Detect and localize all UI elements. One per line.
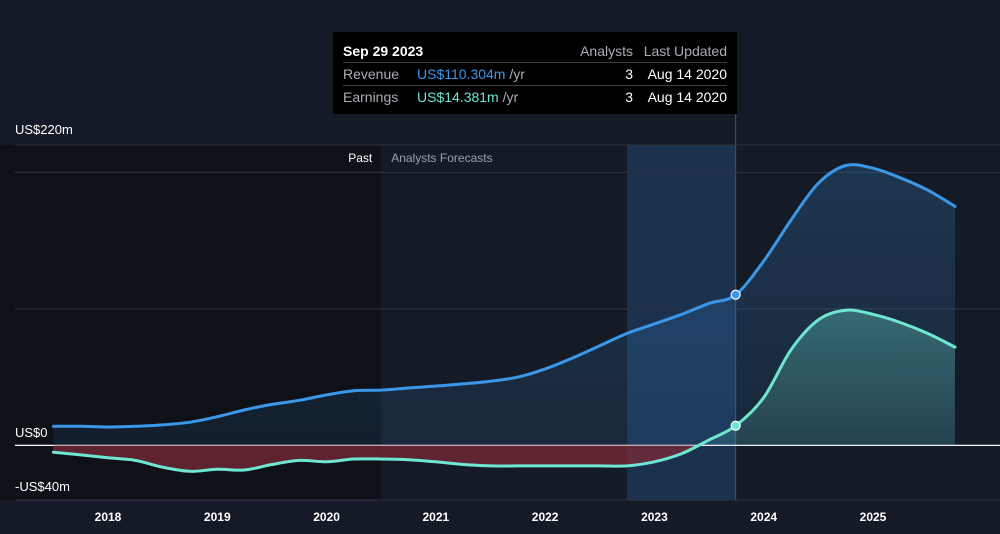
earnings-negative-area bbox=[53, 445, 955, 472]
x-tick-2019: 2019 bbox=[204, 510, 231, 524]
tooltip-row-revenue: Revenue US$110.304m /yr 3 Aug 14 2020 bbox=[343, 62, 727, 85]
tooltip-revenue-value: US$110.304m bbox=[417, 66, 506, 82]
x-tick-2025: 2025 bbox=[860, 510, 887, 524]
tooltip-col-analysts: Analysts bbox=[580, 43, 633, 59]
tooltip-date: Sep 29 2023 bbox=[343, 43, 424, 59]
tooltip-col-last-updated: Last Updated bbox=[643, 43, 727, 59]
x-tick-2022: 2022 bbox=[532, 510, 559, 524]
earnings-point bbox=[730, 420, 741, 431]
x-tick-2020: 2020 bbox=[313, 510, 340, 524]
tooltip-revenue-analysts: 3 bbox=[625, 66, 633, 82]
tooltip-earnings-analysts: 3 bbox=[625, 89, 633, 105]
tooltip-revenue-updated: Aug 14 2020 bbox=[647, 66, 727, 82]
earnings-line bbox=[51, 308, 957, 473]
tooltip: Sep 29 2023 Analysts Last Updated Revenu… bbox=[333, 32, 737, 114]
y-label-top: US$220m bbox=[15, 122, 73, 137]
past-label: Past bbox=[348, 151, 373, 165]
tooltip-row-earnings: Earnings US$14.381m /yr 3 Aug 14 2020 bbox=[343, 85, 727, 108]
x-tick-2023: 2023 bbox=[641, 510, 668, 524]
tooltip-revenue-unit: /yr bbox=[509, 66, 525, 82]
tooltip-earnings-updated: Aug 14 2020 bbox=[647, 89, 727, 105]
earnings-positive-area bbox=[698, 310, 955, 446]
revenue-area bbox=[53, 164, 956, 446]
forecast-label: Analysts Forecasts bbox=[391, 151, 492, 165]
tooltip-earnings-name: Earnings bbox=[343, 89, 399, 105]
x-tick-2024: 2024 bbox=[750, 510, 777, 524]
tooltip-earnings-unit: /yr bbox=[502, 89, 519, 105]
y-label-zero: US$0 bbox=[15, 425, 48, 440]
revenue-line bbox=[51, 163, 957, 429]
revenue-point bbox=[730, 289, 741, 300]
tooltip-earnings-value: US$14.381m bbox=[417, 89, 499, 105]
x-tick-2021: 2021 bbox=[423, 510, 450, 524]
x-tick-2018: 2018 bbox=[95, 510, 122, 524]
y-label-bottom: -US$40m bbox=[15, 479, 70, 494]
tooltip-revenue-name: Revenue bbox=[343, 66, 400, 82]
